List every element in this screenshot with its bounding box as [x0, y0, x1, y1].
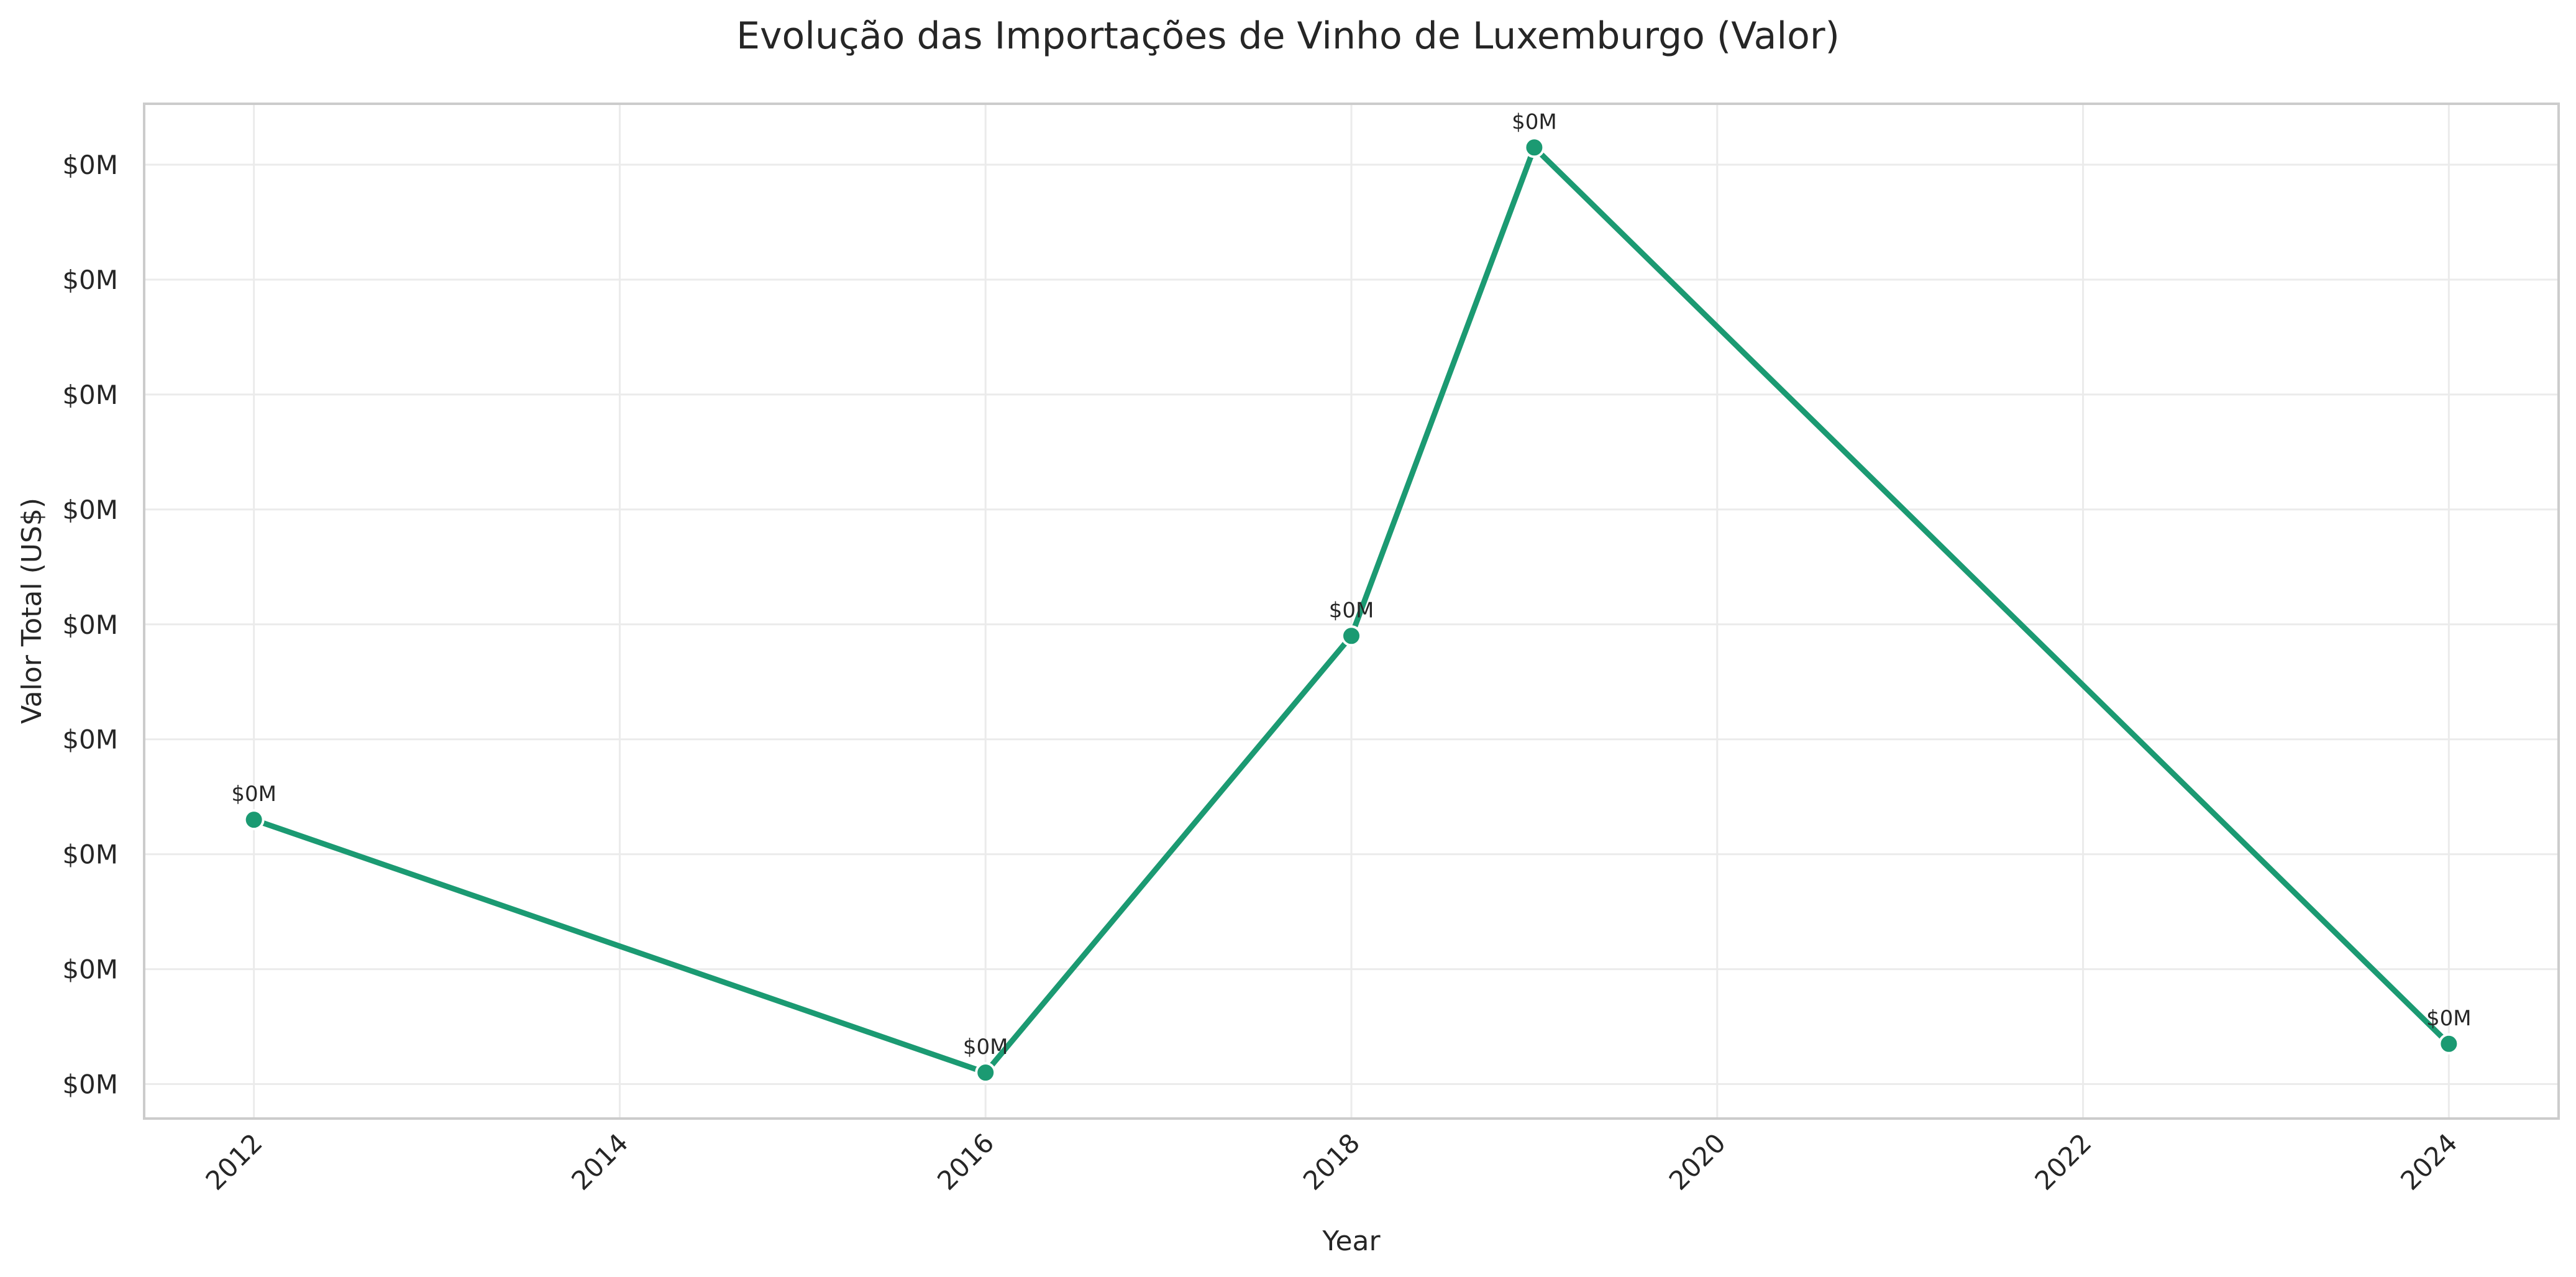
y-tick-label: $0M: [62, 954, 118, 985]
x-tick-label: 2012: [199, 1127, 268, 1196]
data-labels: $0M $0M $0M $0M $0M: [231, 109, 2471, 1060]
data-label: $0M: [1329, 598, 1374, 623]
y-tick-label: $0M: [62, 380, 118, 410]
x-axis-label: Year: [1322, 1225, 1381, 1257]
y-tick-label: $0M: [62, 840, 118, 870]
x-tick-label: 2018: [1297, 1127, 1366, 1196]
x-tick-label: 2016: [931, 1127, 1000, 1196]
x-tick-label: 2024: [2395, 1127, 2463, 1196]
y-tick-label: $0M: [62, 1069, 118, 1100]
series-layer: [243, 137, 2460, 1084]
data-point: [1341, 625, 1362, 647]
x-axis-ticks: 2012 2014 2016 2018 2020 2022 2024: [199, 1127, 2463, 1196]
data-label: $0M: [1512, 109, 1557, 134]
data-point: [1523, 137, 1545, 158]
data-point: [2438, 1033, 2460, 1055]
data-point: [243, 809, 265, 831]
plot-frame: [143, 103, 2560, 1120]
x-tick-label: 2022: [2029, 1127, 2097, 1196]
data-label: $0M: [2426, 1006, 2472, 1031]
y-axis-label: Valor Total (US$): [16, 498, 48, 724]
y-tick-label: $0M: [62, 495, 118, 525]
chart-title: Evolução das Importações de Vinho de Lux…: [736, 14, 1840, 58]
x-tick-label: 2014: [565, 1127, 634, 1196]
grid: [144, 104, 2559, 1119]
y-axis-ticks: $0M $0M $0M $0M $0M $0M $0M $0M $0M: [62, 150, 118, 1100]
data-label: $0M: [231, 782, 276, 807]
data-point: [975, 1062, 997, 1084]
y-tick-label: $0M: [62, 725, 118, 755]
y-tick-label: $0M: [62, 265, 118, 295]
data-label: $0M: [963, 1035, 1008, 1060]
y-tick-label: $0M: [62, 610, 118, 640]
x-tick-label: 2020: [1663, 1127, 1732, 1196]
y-tick-label: $0M: [62, 150, 118, 180]
